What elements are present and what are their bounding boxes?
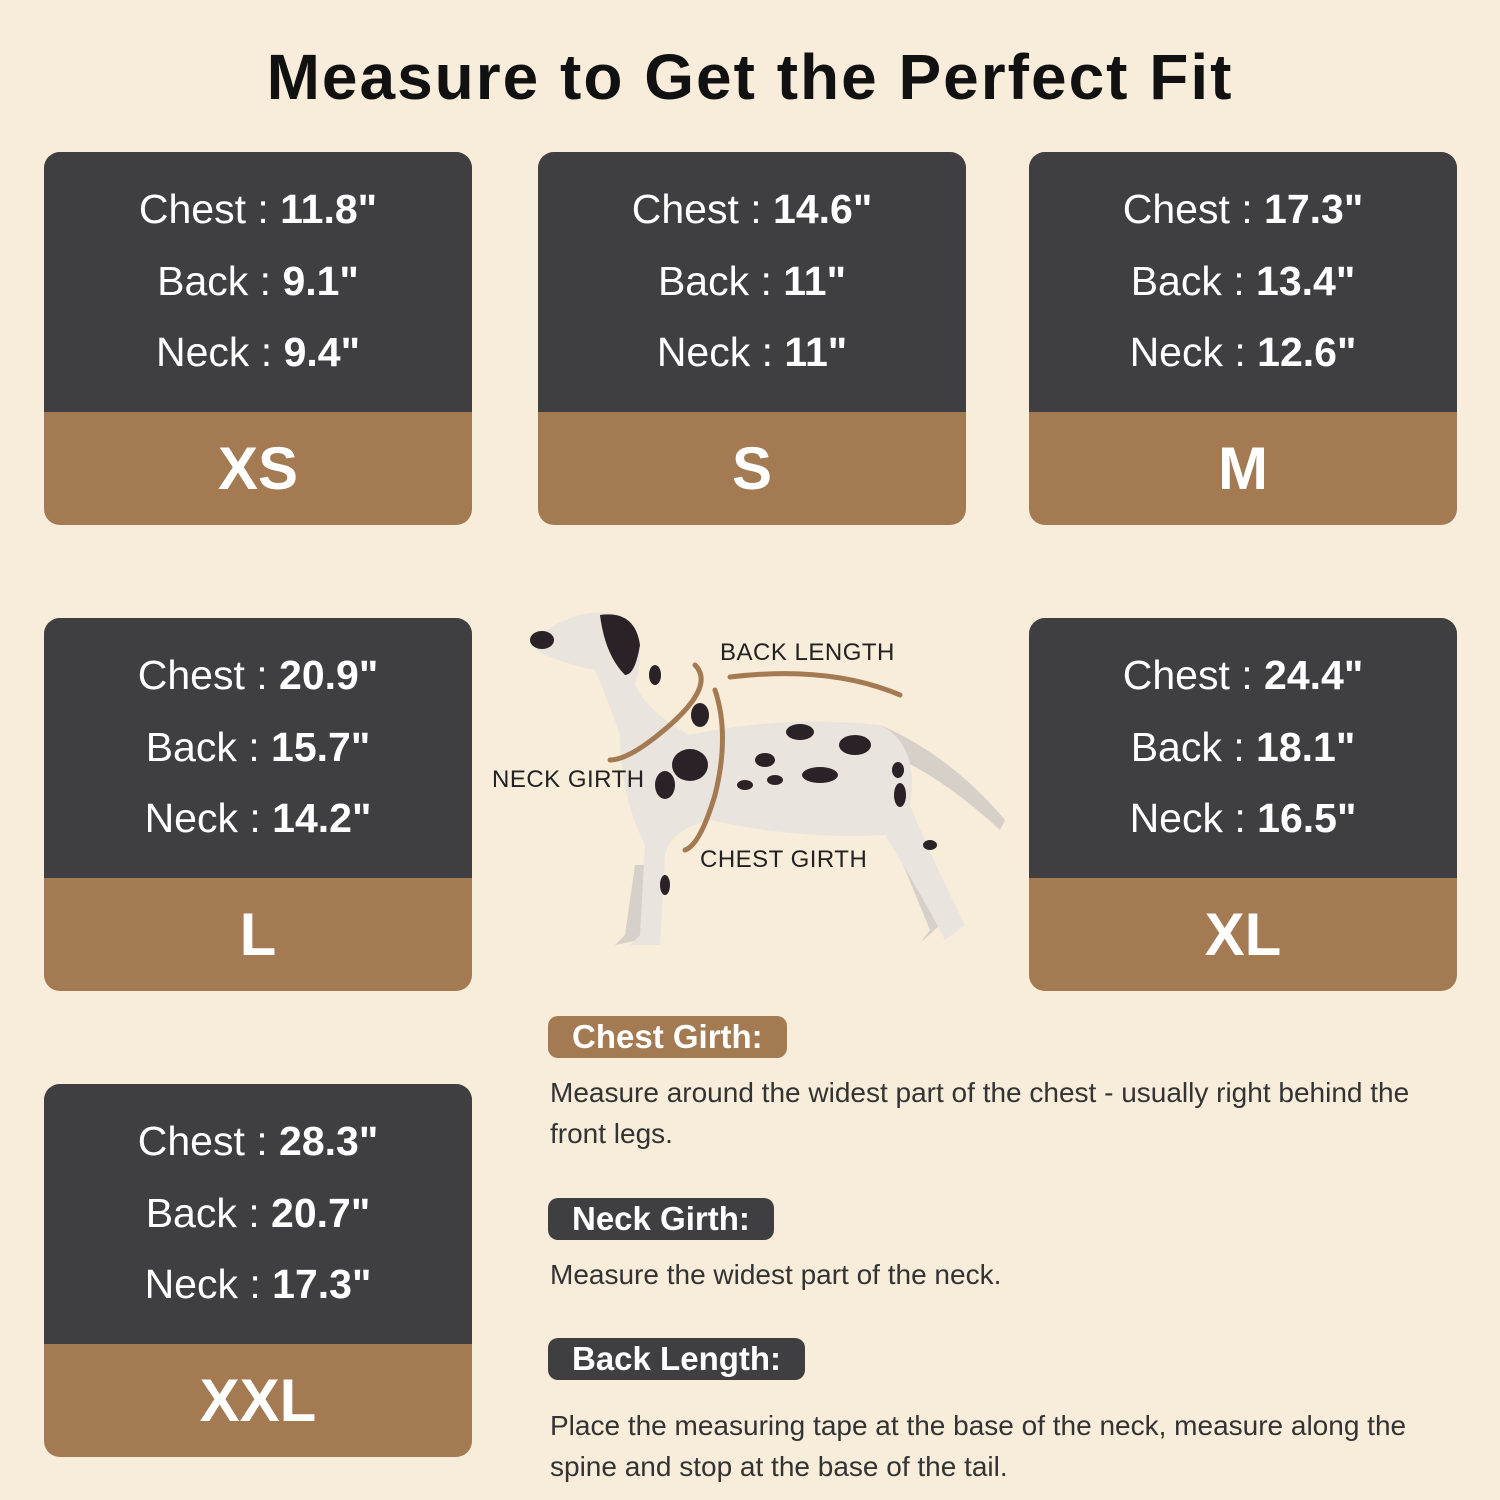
back-length-line [727,671,903,698]
back-value: 11" [783,257,847,304]
back-value: 20.7" [271,1189,371,1236]
back-label: Back : [145,723,272,770]
chest-label: Chest : [631,186,774,233]
chest-label: Chest : [137,1118,280,1165]
size-label: L [239,901,277,968]
neck-measurement: Neck : 12.6" [1029,329,1457,376]
neck-value: 16.5" [1257,794,1357,841]
size-label: XXL [199,1367,317,1434]
size-card-s: Chest : 14.6" Back : 11" Neck : 11" S [538,152,966,525]
measurements: Chest : 11.8" Back : 9.1" Neck : 9.4" [44,152,472,412]
back-label: Back : [657,257,784,304]
neck-label: Neck : [155,328,284,375]
neck-measurement: Neck : 11" [538,329,966,376]
chest-value: 14.6" [773,186,873,233]
size-label: XS [217,435,299,502]
back-length-label: BACK LENGTH [720,639,895,666]
back-value: 15.7" [271,723,371,770]
back-measurement: Back : 18.1" [1029,724,1457,771]
back-measurement: Back : 11" [538,258,966,305]
chest-label: Chest : [137,652,280,699]
chest-measurement: Chest : 14.6" [538,186,966,233]
back-label: Back : [145,1189,272,1236]
size-card-m: Chest : 17.3" Back : 13.4" Neck : 12.6" M [1029,152,1457,525]
back-value: 13.4" [1256,257,1356,304]
back-measurement: Back : 9.1" [44,258,472,305]
neck-girth-heading: Neck Girth: [548,1198,774,1240]
neck-value: 9.4" [283,328,361,375]
back-label: Back : [1130,723,1257,770]
chest-girth-heading: Chest Girth: [548,1016,787,1058]
chest-measurement: Chest : 24.4" [1029,652,1457,699]
neck-label: Neck : [144,794,273,841]
size-card-xs: Chest : 11.8" Back : 9.1" Neck : 9.4" XS [44,152,472,525]
neck-girth-loop [607,662,704,763]
neck-value: 12.6" [1257,328,1357,375]
back-label: Back : [157,257,283,304]
dalmatian-illustration [530,612,1005,945]
size-card-l: Chest : 20.9" Back : 15.7" Neck : 14.2" L [44,618,472,991]
page-title: Measure to Get the Perfect Fit [266,41,1234,113]
chest-value: 11.8" [280,186,378,233]
chest-label: Chest : [1122,652,1265,699]
size-label: XL [1204,901,1282,968]
chest-girth-label: CHEST GIRTH [700,846,868,873]
back-length-heading: Back Length: [548,1338,806,1380]
chest-label: Chest : [1122,186,1265,233]
size-card-xl: Chest : 24.4" Back : 18.1" Neck : 16.5" XL [1029,618,1457,991]
neck-label: Neck : [1129,328,1258,375]
back-value: 9.1" [282,257,359,304]
size-label: M [1218,435,1268,502]
back-label: Back : [1130,257,1257,304]
measurements: Chest : 24.4" Back : 18.1" Neck : 16.5" [1029,618,1457,878]
neck-measurement: Neck : 16.5" [1029,795,1457,842]
neck-girth-text: Measure the widest part of the neck. [550,1259,1002,1290]
neck-measurement: Neck : 17.3" [44,1261,472,1308]
chest-measurement: Chest : 11.8" [44,186,472,233]
measurements: Chest : 14.6" Back : 11" Neck : 11" [538,152,966,412]
measurements: Chest : 17.3" Back : 13.4" Neck : 12.6" [1029,152,1457,412]
chest-value: 20.9" [279,652,379,699]
measurements: Chest : 28.3" Back : 20.7" Neck : 17.3" [44,1084,472,1344]
chest-value: 24.4" [1264,652,1364,699]
chest-girth-loop [682,687,725,853]
neck-label: Neck : [1129,794,1258,841]
chest-measurement: Chest : 28.3" [44,1118,472,1165]
chest-girth-text: Measure around the widest part of the ch… [550,1077,1410,1149]
chest-measurement: Chest : 20.9" [44,652,472,699]
back-length-text: Place the measuring tape at the base of … [550,1410,1407,1482]
back-value: 18.1" [1256,723,1356,770]
neck-label: Neck : [144,1260,273,1307]
chest-value: 17.3" [1264,186,1364,233]
back-measurement: Back : 13.4" [1029,258,1457,305]
neck-label: Neck : [656,328,785,375]
back-measurement: Back : 20.7" [44,1190,472,1237]
neck-measurement: Neck : 14.2" [44,795,472,842]
chest-measurement: Chest : 17.3" [1029,186,1457,233]
chest-label: Chest : [138,186,281,233]
measurements: Chest : 20.9" Back : 15.7" Neck : 14.2" [44,618,472,878]
size-label: S [731,435,773,502]
neck-value: 14.2" [272,794,372,841]
size-card-xxl: Chest : 28.3" Back : 20.7" Neck : 17.3" XX… [44,1084,472,1457]
neck-value: 11" [784,328,848,375]
back-measurement: Back : 15.7" [44,724,472,771]
neck-value: 17.3" [272,1260,372,1307]
neck-measurement: Neck : 9.4" [44,329,472,376]
chest-value: 28.3" [279,1118,379,1165]
neck-girth-label: NECK GIRTH [492,766,645,793]
